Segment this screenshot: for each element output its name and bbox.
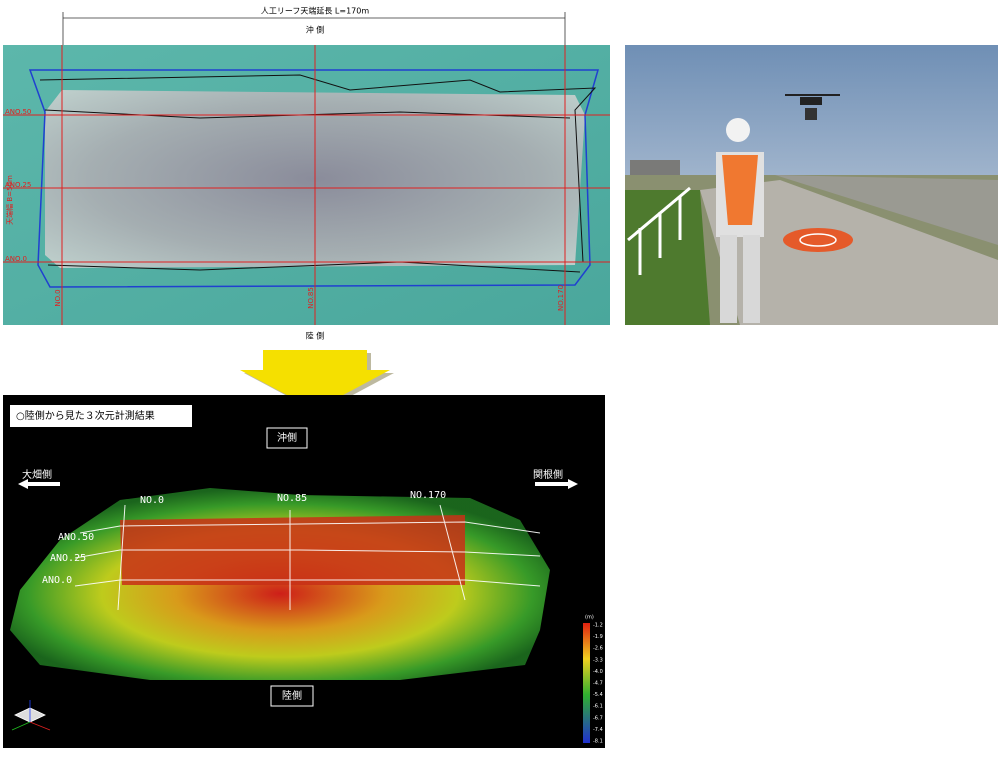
scale-label: -7.4 <box>593 727 603 733</box>
scale-unit: (m) <box>585 615 594 621</box>
scale-label: -5.4 <box>593 692 603 698</box>
row-label: ANO.50 <box>58 532 94 543</box>
drone-photo <box>625 45 998 325</box>
scale-label: -2.6 <box>593 646 603 652</box>
dimension-label: 人工リーフ天端延長 L=170m <box>261 6 369 16</box>
scale-label: -4.7 <box>593 681 603 687</box>
aerial-photo: 人工リーフ天端延長 L=170m 沖 側 ANO.50 ANO.25 ANO.0… <box>3 6 610 341</box>
scale-label: -1.9 <box>593 634 603 640</box>
scale-label: -1.2 <box>593 623 603 629</box>
column-label: NO.0 <box>140 495 164 506</box>
column-label: NO.0 <box>54 289 62 306</box>
column-label: NO.85 <box>307 287 315 309</box>
scale-label: -3.3 <box>593 657 603 663</box>
column-label: NO.170 <box>410 490 446 501</box>
direction-label: 関根側 <box>533 468 563 481</box>
column-label: NO.85 <box>277 493 307 504</box>
width-label: 天端幅 B=50m <box>5 175 14 225</box>
row-label: ANO.25 <box>50 553 86 564</box>
scale-label: -6.7 <box>593 715 603 721</box>
row-label: ANO.0 <box>42 575 72 586</box>
row-label: ANO.0 <box>5 255 27 263</box>
row-label: ANO.25 <box>5 181 31 189</box>
result-title: ○陸側から見た３次元計測結果 <box>16 409 155 422</box>
result-panel: ○陸側から見た３次元計測結果 沖側 陸側 大畑側 関根側 NO.0 NO.85 … <box>3 395 605 748</box>
color-scale <box>583 623 590 743</box>
column-label: NO.170 <box>557 285 565 311</box>
scale-label: -8.1 <box>593 739 603 745</box>
landward-label: 陸 側 <box>306 331 325 341</box>
landward-label: 陸側 <box>282 689 302 702</box>
offshore-label: 沖 側 <box>306 25 325 35</box>
arrow <box>240 350 390 410</box>
direction-label: 大畑側 <box>22 468 52 481</box>
offshore-label: 沖側 <box>277 431 297 444</box>
row-label: ANO.50 <box>5 108 31 116</box>
scale-label: -4.0 <box>593 669 603 675</box>
scale-label: -6.1 <box>593 704 603 710</box>
